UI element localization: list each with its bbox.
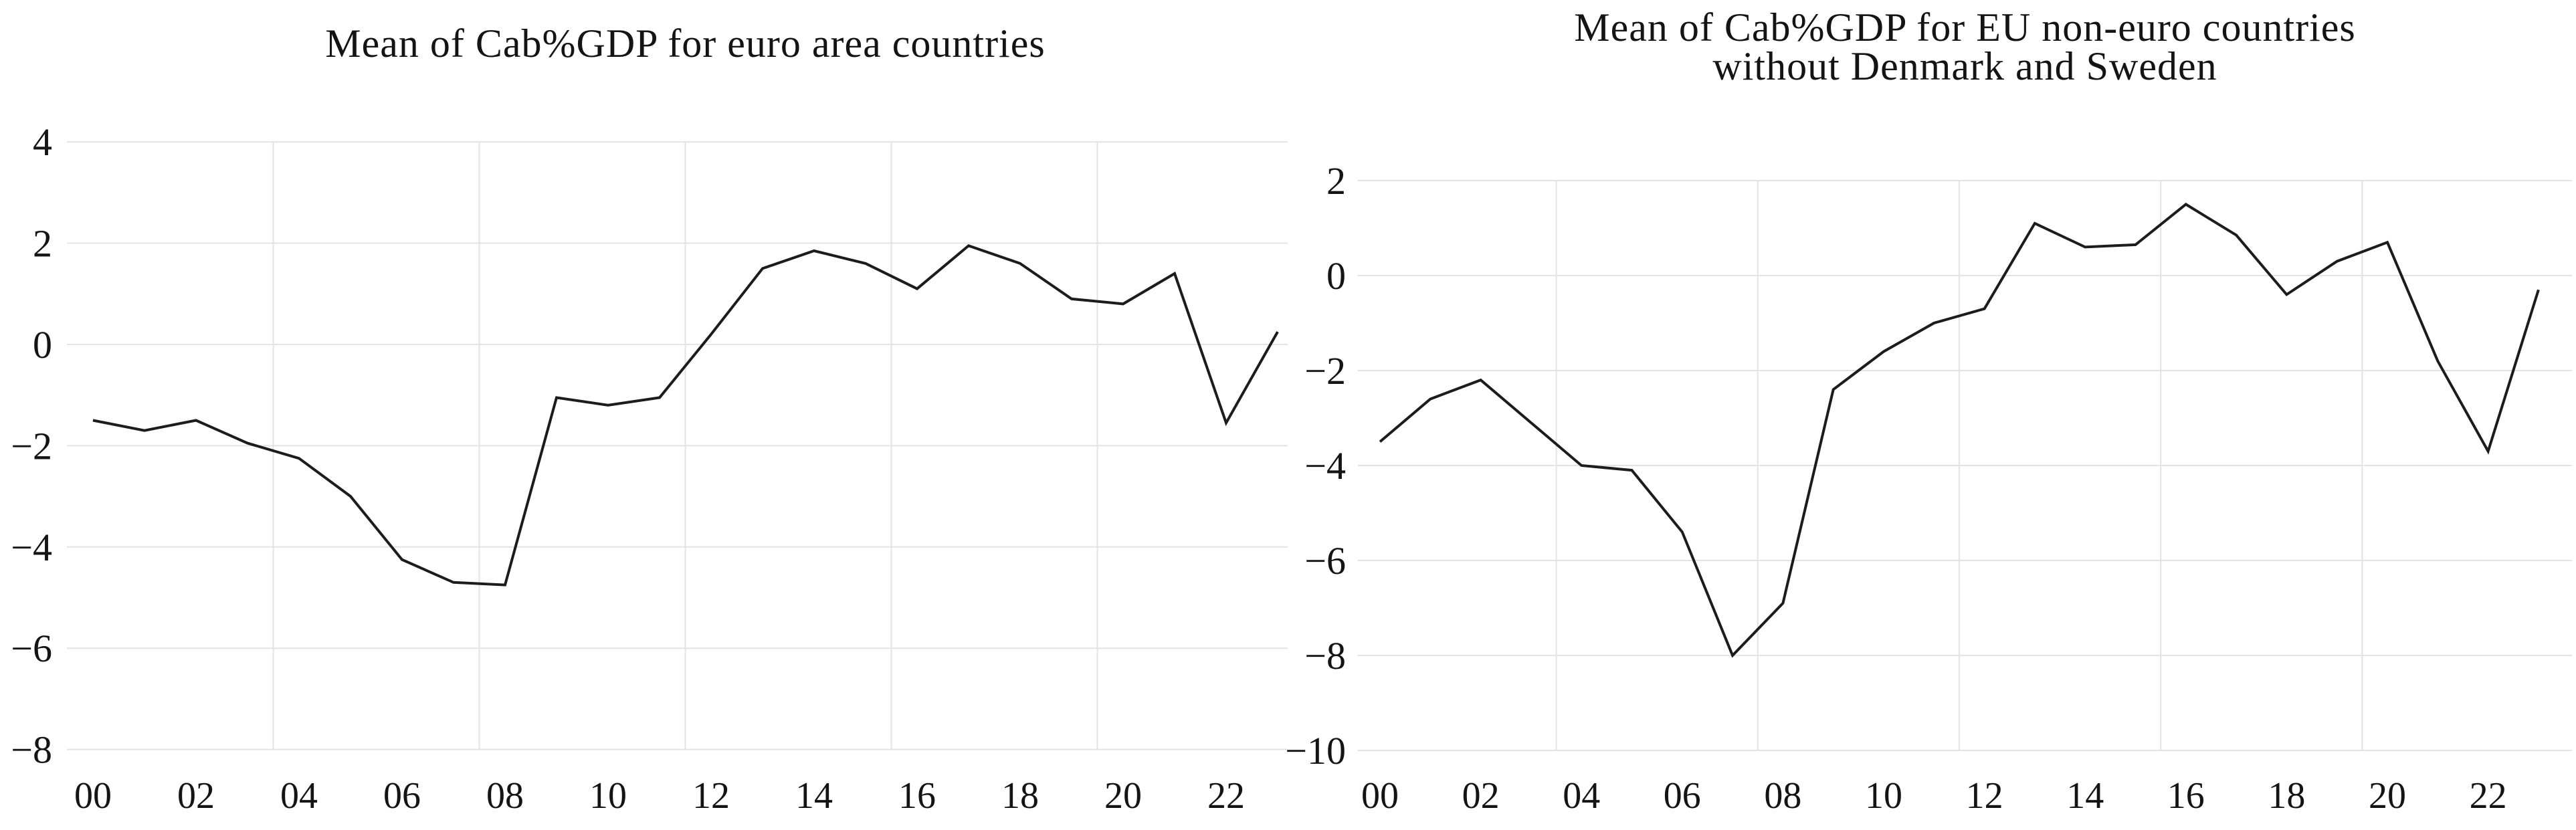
x-tick-label: 18 <box>2268 775 2305 817</box>
y-tick-label: 0 <box>1326 254 1346 298</box>
y-tick-label: −4 <box>1304 444 1346 488</box>
x-tick-label: 00 <box>1361 775 1399 817</box>
x-tick-label: 14 <box>795 775 833 817</box>
x-tick-label: 00 <box>74 775 112 817</box>
y-tick-label: 2 <box>1326 159 1346 203</box>
chart-title-eu-non-euro: Mean of Cab%GDP for EU non-euro countrie… <box>1358 5 2572 88</box>
x-tick-label: 22 <box>2470 775 2507 817</box>
x-tick-label: 04 <box>280 775 318 817</box>
x-tick-label: 02 <box>177 775 215 817</box>
x-tick-label: 12 <box>1966 775 2003 817</box>
y-tick-label: −4 <box>11 526 52 569</box>
data-line <box>92 244 1279 587</box>
x-tick-label: 16 <box>2167 775 2205 817</box>
x-tick-label: 20 <box>2369 775 2406 817</box>
y-tick-label: 0 <box>33 323 52 367</box>
y-tick-label: 2 <box>33 222 52 266</box>
x-tick-label: 22 <box>1207 775 1245 817</box>
y-tick-label: −10 <box>1285 729 1346 772</box>
x-tick-label: 06 <box>1664 775 1701 817</box>
y-tick-label: −8 <box>1304 634 1346 678</box>
y-tick-label: 4 <box>33 120 52 164</box>
x-tick-label: 10 <box>1865 775 1902 817</box>
chart-title-text-line2: without Denmark and Sweden <box>1712 44 2217 88</box>
y-tick-label: −8 <box>11 728 52 772</box>
y-tick-label: −6 <box>1304 539 1346 583</box>
x-tick-label: 10 <box>589 775 627 817</box>
x-tick-label: 04 <box>1563 775 1600 817</box>
x-tick-label: 06 <box>383 775 421 817</box>
y-tick-label: −6 <box>11 627 52 670</box>
y-tick-label: −2 <box>11 424 52 468</box>
x-tick-label: 08 <box>486 775 524 817</box>
x-tick-label: 20 <box>1104 775 1142 817</box>
y-tick-label: −2 <box>1304 349 1346 393</box>
x-tick-label: 12 <box>692 775 730 817</box>
chart-euro-area: 420−2−4−6−800 02 04 06 08 10 12 14 16 18 20 22 <box>11 120 1288 817</box>
x-tick-label: 08 <box>1764 775 1801 817</box>
data-line <box>1379 203 2540 658</box>
x-tick-label: 02 <box>1462 775 1500 817</box>
chart-title-text: Mean of Cab%GDP for euro area countries <box>325 21 1046 66</box>
x-tick-label: 18 <box>1001 775 1039 817</box>
x-tick-label: 16 <box>898 775 936 817</box>
x-tick-label: 14 <box>2066 775 2104 817</box>
chart-title-text-line1: Mean of Cab%GDP for EU non-euro countrie… <box>1574 5 2356 49</box>
chart-title-euro-area: Mean of Cab%GDP for euro area countries <box>75 21 1296 66</box>
